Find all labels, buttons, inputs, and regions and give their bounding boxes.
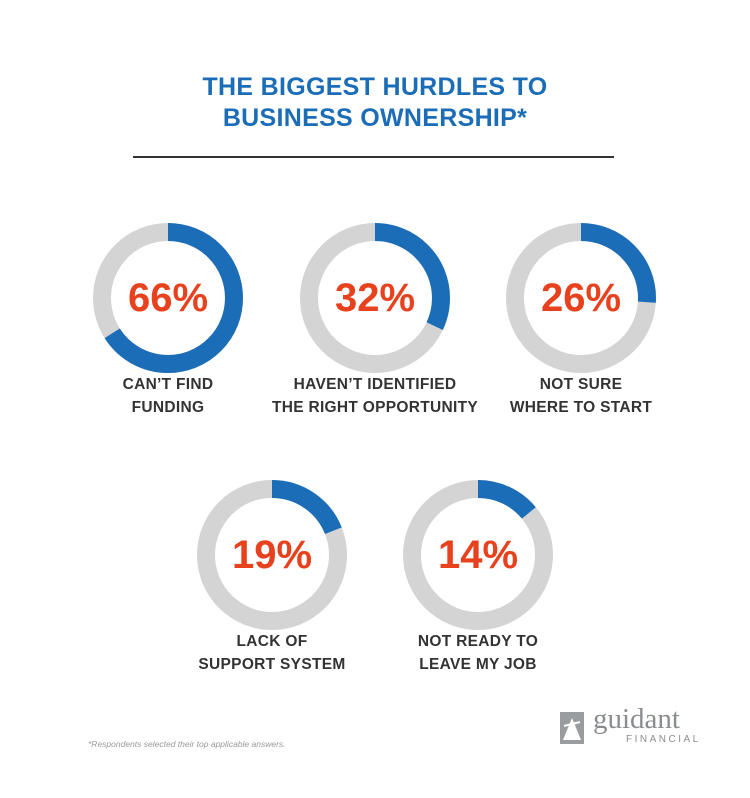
- chart-title: THE BIGGEST HURDLES TO BUSINESS OWNERSHI…: [202, 73, 548, 132]
- footnote: *Respondents selected their top applicab…: [88, 739, 286, 749]
- value-label: 19%: [232, 533, 312, 577]
- brand-sub: FINANCIAL: [626, 734, 701, 745]
- donut-arc: [197, 480, 347, 630]
- donut-arc: [506, 223, 656, 373]
- value-label: 26%: [541, 276, 621, 320]
- category-label: HAVEN’T IDENTIFIED THE RIGHT OPPORTUNITY: [271, 376, 479, 416]
- value-label: 66%: [128, 276, 208, 320]
- category-label: LACK OF SUPPORT SYSTEM: [198, 633, 346, 673]
- donut-arc: [300, 223, 450, 373]
- value-label: 32%: [335, 276, 415, 320]
- category-label: NOT READY TO LEAVE MY JOB: [417, 633, 539, 673]
- donut-arc: [93, 223, 243, 373]
- donut-arc: [403, 480, 553, 630]
- brand-icon: [560, 712, 584, 744]
- value-label: 14%: [438, 533, 518, 577]
- divider: [133, 156, 614, 158]
- category-label: CAN’T FIND FUNDING: [122, 376, 214, 416]
- brand-name: guidant: [593, 703, 680, 735]
- category-label: NOT SURE WHERE TO START: [509, 376, 653, 416]
